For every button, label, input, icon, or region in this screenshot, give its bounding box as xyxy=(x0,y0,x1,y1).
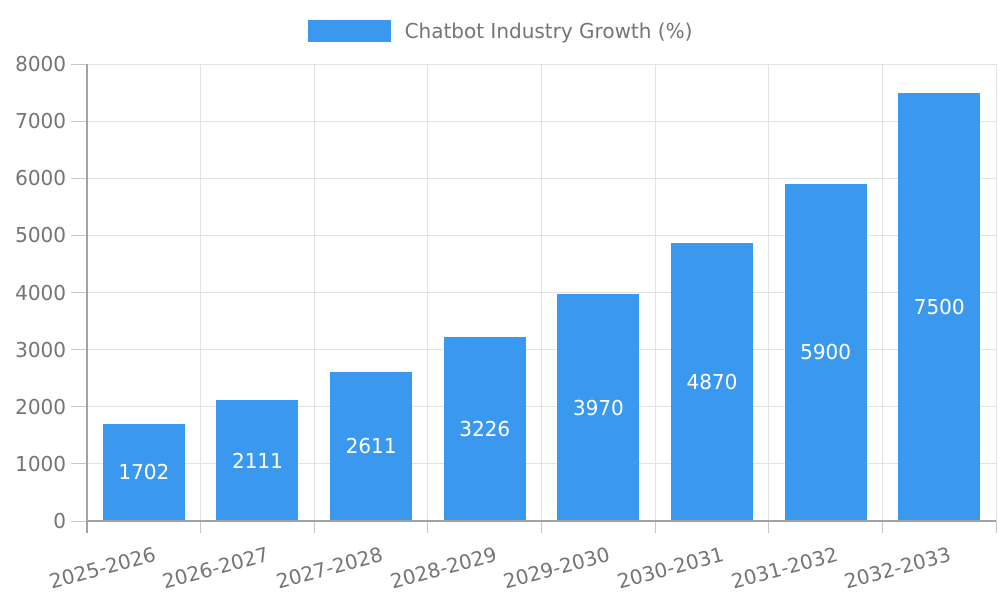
x-axis-label: 2025-2026 xyxy=(46,542,159,594)
bar-value-label: 3970 xyxy=(572,395,624,420)
y-axis-tick xyxy=(71,63,87,65)
y-axis-line xyxy=(86,64,88,533)
x-axis-tick xyxy=(881,521,883,533)
v-gridline xyxy=(541,64,542,521)
bar-value-label: 5900 xyxy=(800,340,852,365)
y-axis-label: 2000 xyxy=(15,394,66,419)
bar-value-label: 2611 xyxy=(345,434,397,459)
y-axis-label: 3000 xyxy=(15,337,66,362)
x-axis-tick xyxy=(654,521,656,533)
x-axis-tick xyxy=(541,521,542,533)
bar[interactable]: 7500 xyxy=(898,92,981,521)
y-axis-label: 4000 xyxy=(15,280,66,305)
y-axis-label: 6000 xyxy=(15,166,66,191)
y-axis-tick xyxy=(71,292,87,293)
y-axis-tick xyxy=(71,406,87,408)
x-axis-tick xyxy=(200,521,202,533)
x-axis-label: 2026-2027 xyxy=(160,542,272,594)
bar-value-label: 2111 xyxy=(231,448,283,473)
y-axis-tick xyxy=(71,463,87,465)
y-axis-label: 5000 xyxy=(15,223,66,248)
legend[interactable]: Chatbot Industry Growth (%) xyxy=(0,19,1000,43)
bar-value-label: 3226 xyxy=(459,416,511,441)
bar[interactable]: 5900 xyxy=(784,183,867,521)
x-axis-label: 2031-2032 xyxy=(728,542,840,594)
y-axis-label: 8000 xyxy=(15,52,66,76)
y-axis-tick xyxy=(71,349,87,351)
x-axis-label: 2032-2033 xyxy=(841,542,954,594)
bar-value-label: 1702 xyxy=(118,460,170,485)
bar-value-label: 7500 xyxy=(913,294,965,319)
x-axis-label: 2029-2030 xyxy=(501,542,613,594)
y-axis-label: 7000 xyxy=(15,109,66,134)
bar[interactable]: 2611 xyxy=(330,371,413,521)
v-gridline xyxy=(654,64,656,521)
bar[interactable]: 3226 xyxy=(443,336,526,521)
bar-value-label: 4870 xyxy=(686,369,738,394)
legend-swatch xyxy=(307,20,391,42)
x-axis-label: 2030-2031 xyxy=(614,542,727,594)
v-gridline xyxy=(313,64,315,521)
x-axis-tick xyxy=(995,521,997,533)
y-axis-tick xyxy=(71,234,87,236)
x-axis-label: 2027-2028 xyxy=(273,542,386,594)
bar[interactable]: 1702 xyxy=(102,423,185,521)
v-gridline xyxy=(427,64,429,521)
y-axis-tick xyxy=(71,520,87,522)
y-axis-label: 0 xyxy=(53,509,66,533)
v-gridline xyxy=(768,64,770,521)
y-axis-tick xyxy=(71,120,87,122)
y-axis-tick xyxy=(71,177,87,179)
x-axis-label: 2028-2029 xyxy=(387,542,499,594)
bar[interactable]: 3970 xyxy=(557,294,640,521)
x-axis-tick xyxy=(427,521,429,533)
x-axis-line xyxy=(87,520,996,522)
v-gridline xyxy=(995,64,997,521)
v-gridline xyxy=(881,64,883,521)
bar[interactable]: 4870 xyxy=(670,242,753,521)
y-axis-label: 1000 xyxy=(15,451,66,476)
v-gridline xyxy=(200,64,202,521)
legend-label: Chatbot Industry Growth (%) xyxy=(404,19,693,43)
x-axis-tick xyxy=(313,521,315,533)
bar[interactable]: 2111 xyxy=(216,400,299,521)
x-axis-tick xyxy=(768,521,770,533)
